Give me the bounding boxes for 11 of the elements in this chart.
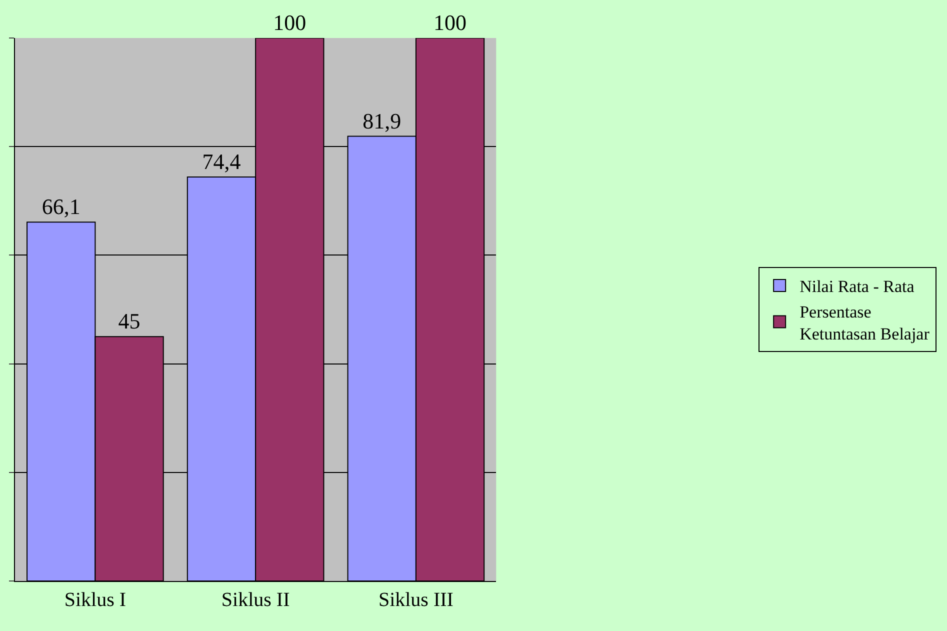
x-tick-label: Siklus III: [378, 589, 454, 611]
data-label: 81,9: [362, 108, 402, 134]
data-label: 100: [273, 10, 306, 35]
legend-label: Persentase Ketuntasan Belajar: [800, 302, 930, 344]
x-tick-label: Siklus II: [221, 589, 290, 611]
legend-label: Nilai Rata - Rata: [800, 277, 915, 296]
data-label: 100: [434, 10, 467, 35]
data-label: 74,4: [202, 149, 241, 174]
x-tick-label: Siklus I: [64, 589, 126, 611]
data-label: 45: [118, 308, 140, 334]
data-label: 66,1: [42, 194, 80, 220]
